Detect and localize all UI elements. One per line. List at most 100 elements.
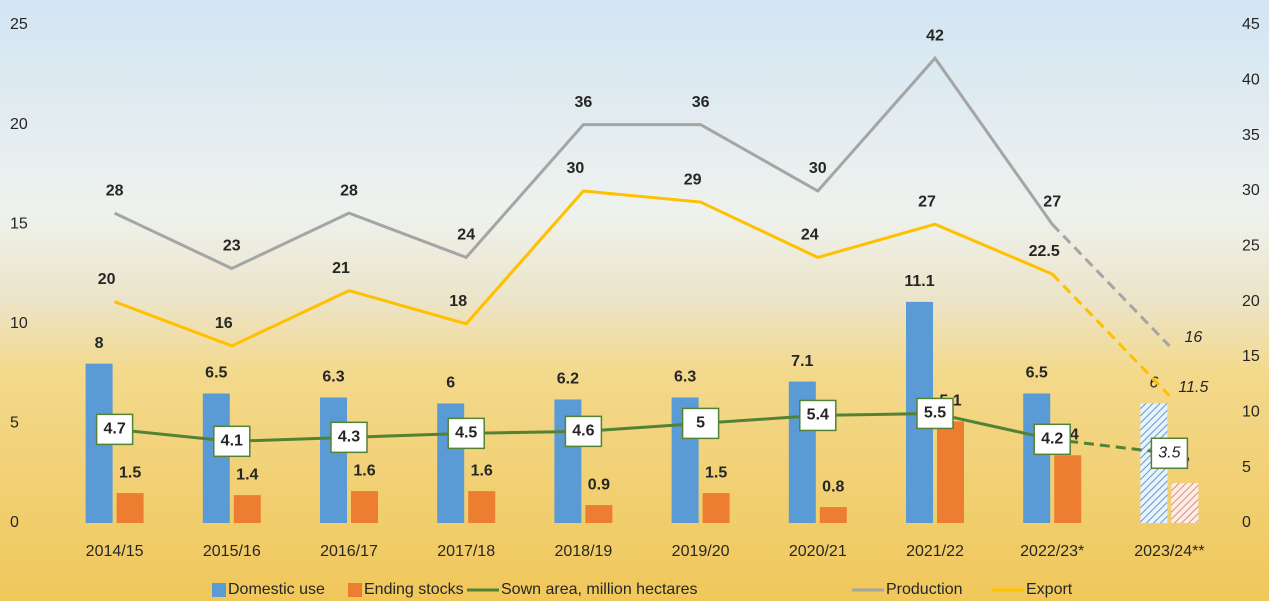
bar-value-label: 0.8	[822, 478, 844, 495]
y2-tick-label: 35	[1242, 127, 1260, 144]
line-value-label: 20	[98, 271, 116, 288]
line-value-label: 4.5	[455, 425, 477, 442]
bar-value-label: 6.5	[1026, 365, 1048, 382]
bar-value-label: 6	[1149, 375, 1158, 392]
line-value-label: 27	[1043, 193, 1061, 210]
bar	[1023, 393, 1051, 523]
label-box	[799, 399, 837, 432]
x-tick-label: 2020/21	[789, 543, 847, 560]
line-value-label: 3.5	[1158, 444, 1180, 461]
line-value-label: 23	[223, 238, 241, 255]
y-tick-label: 5	[10, 415, 19, 432]
y-tick-label: 15	[10, 215, 28, 232]
line-value-label: 4.7	[103, 421, 125, 438]
line-value-label: 36	[575, 94, 593, 111]
label-box	[681, 407, 720, 440]
line-value-label: 5	[696, 415, 705, 432]
bar	[1054, 455, 1082, 523]
label-box	[916, 397, 954, 430]
bar-value-label: 7.1	[791, 353, 813, 370]
x-tick-label: 2014/15	[86, 543, 144, 560]
bar-value-label: 1.5	[705, 464, 727, 481]
x-tick-label: 2019/20	[672, 543, 730, 560]
bar	[819, 507, 847, 523]
line-value-label: 30	[567, 160, 585, 177]
y2-tick-label: 0	[1242, 514, 1251, 531]
line-value-label: 27	[918, 193, 936, 210]
line-value-label: 29	[684, 171, 702, 188]
bar-value-label: 6.2	[557, 371, 579, 388]
bar-value-label: 0.9	[588, 476, 610, 493]
y-tick-label: 0	[10, 514, 19, 531]
y2-tick-label: 30	[1242, 182, 1260, 199]
line-value-label: 22.5	[1029, 243, 1060, 260]
legend-label: Sown area, million hectares	[501, 581, 698, 598]
y-tick-label: 10	[10, 315, 28, 332]
label-box	[564, 415, 603, 448]
series-line	[114, 189, 1171, 397]
bar	[937, 421, 964, 523]
bar-value-label: 6.3	[674, 369, 696, 386]
label-box	[447, 417, 485, 450]
bar-value-label: 1.5	[119, 464, 141, 481]
bar-value-label: 6.3	[322, 369, 344, 386]
line-value-label: 4.1	[221, 433, 243, 450]
line-value-label: 16	[215, 315, 233, 332]
y2-tick-label: 5	[1242, 459, 1251, 476]
bar-value-label: 6.5	[205, 365, 227, 382]
line-value-label: 30	[809, 160, 827, 177]
bar-value-label: 1.4	[236, 466, 258, 483]
series-line	[114, 411, 1170, 455]
line-value-label: 11.5	[1178, 379, 1208, 396]
bar	[233, 495, 261, 523]
y2-tick-label: 25	[1242, 238, 1260, 255]
series-line	[113, 55, 1171, 347]
bar-value-label: 6	[446, 375, 455, 392]
bar	[116, 493, 144, 523]
x-tick-label: 2022/23*	[1020, 543, 1084, 560]
line-value-label: 28	[106, 182, 124, 199]
bar	[468, 491, 496, 523]
legend-label: Export	[1026, 581, 1073, 598]
bar	[702, 493, 730, 523]
y2-tick-label: 15	[1242, 348, 1260, 365]
bar	[585, 505, 613, 523]
label-box	[1150, 437, 1189, 470]
y2-tick-label: 20	[1242, 293, 1260, 310]
line-value-label: 4.2	[1041, 431, 1063, 448]
y2-tick-label: 40	[1242, 72, 1260, 89]
x-tick-label: 2018/19	[554, 543, 612, 560]
bar-value-label: 8	[95, 335, 104, 352]
bar	[351, 491, 378, 523]
line-value-label: 24	[457, 227, 475, 244]
legend-swatch	[348, 583, 362, 597]
label-box	[213, 425, 251, 458]
legend-label: Production	[886, 581, 963, 598]
line-value-label: 36	[692, 94, 710, 111]
line-value-label: 28	[340, 182, 358, 199]
y-tick-label: 20	[10, 116, 28, 133]
line-value-label: 24	[801, 227, 819, 244]
bar-value-label: 1.6	[353, 462, 375, 479]
y2-tick-label: 10	[1242, 404, 1260, 421]
x-tick-label: 2021/22	[906, 543, 964, 560]
legend-label: Domestic use	[228, 581, 325, 598]
label-box	[95, 413, 134, 446]
bar	[202, 393, 230, 523]
line-value-label: 21	[332, 260, 350, 277]
label-box	[1033, 423, 1071, 456]
line-value-label: 5.4	[807, 407, 829, 424]
legend-swatch	[212, 583, 226, 597]
line-value-label: 4.6	[572, 423, 594, 440]
line-value-label: 5.5	[924, 405, 946, 422]
bar-value-label: 1.6	[471, 462, 493, 479]
line-value-label: 16	[1185, 329, 1203, 346]
bar-value-label: 11.1	[904, 273, 934, 290]
line-value-label: 4.3	[338, 429, 360, 446]
y-tick-label: 25	[10, 16, 28, 33]
y2-tick-label: 45	[1242, 16, 1260, 33]
line-value-label: 18	[449, 293, 467, 310]
x-tick-label: 2023/24**	[1134, 543, 1204, 560]
label-box	[330, 421, 368, 454]
